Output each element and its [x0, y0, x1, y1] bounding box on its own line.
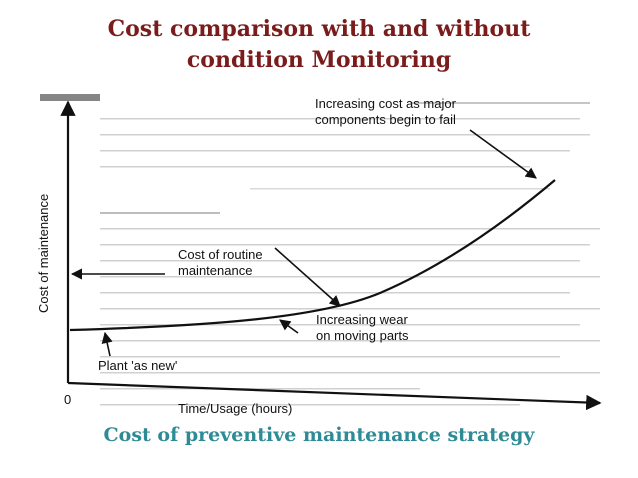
cost-curve-diagram: Cost of maintenance Time/Usage (hours) 0… — [36, 94, 602, 416]
x-axis — [67, 381, 602, 411]
maintenance-cost-curve — [69, 179, 556, 332]
major-components-line-1: Increasing cost as major — [315, 96, 457, 111]
scanned-background-texture — [40, 94, 600, 406]
routine-cost-arrow-to-curve — [274, 247, 341, 307]
wear-label: Increasing wear on moving parts — [316, 312, 411, 343]
wear-line-2: on moving parts — [316, 328, 409, 343]
major-components-line-2: components begin to fail — [315, 112, 456, 127]
y-axis-label: Cost of maintenance — [36, 194, 51, 313]
wear-line-1: Increasing wear — [316, 312, 408, 327]
slide-caption: Cost of preventive maintenance strategy — [103, 424, 535, 446]
wear-arrow — [279, 319, 299, 334]
routine-cost-label: Cost of routine maintenance — [178, 247, 266, 278]
plant-new-label: Plant 'as new' — [98, 358, 177, 373]
plant-new-arrow — [101, 331, 113, 357]
origin-label: 0 — [64, 392, 71, 407]
x-axis-label: Time/Usage (hours) — [178, 401, 292, 416]
slide-title-line-2: condition Monitoring — [186, 47, 452, 73]
slide-title: Cost comparison with and without conditi… — [0, 14, 638, 76]
major-components-arrow — [469, 129, 537, 179]
cost-curve-figure: Cost of maintenance Time/Usage (hours) 0… — [30, 88, 615, 428]
routine-cost-line-1: Cost of routine — [178, 247, 263, 262]
major-components-label: Increasing cost as major components begi… — [315, 96, 460, 127]
slide-title-line-1: Cost comparison with and without — [107, 16, 531, 42]
routine-cost-line-2: maintenance — [178, 263, 252, 278]
